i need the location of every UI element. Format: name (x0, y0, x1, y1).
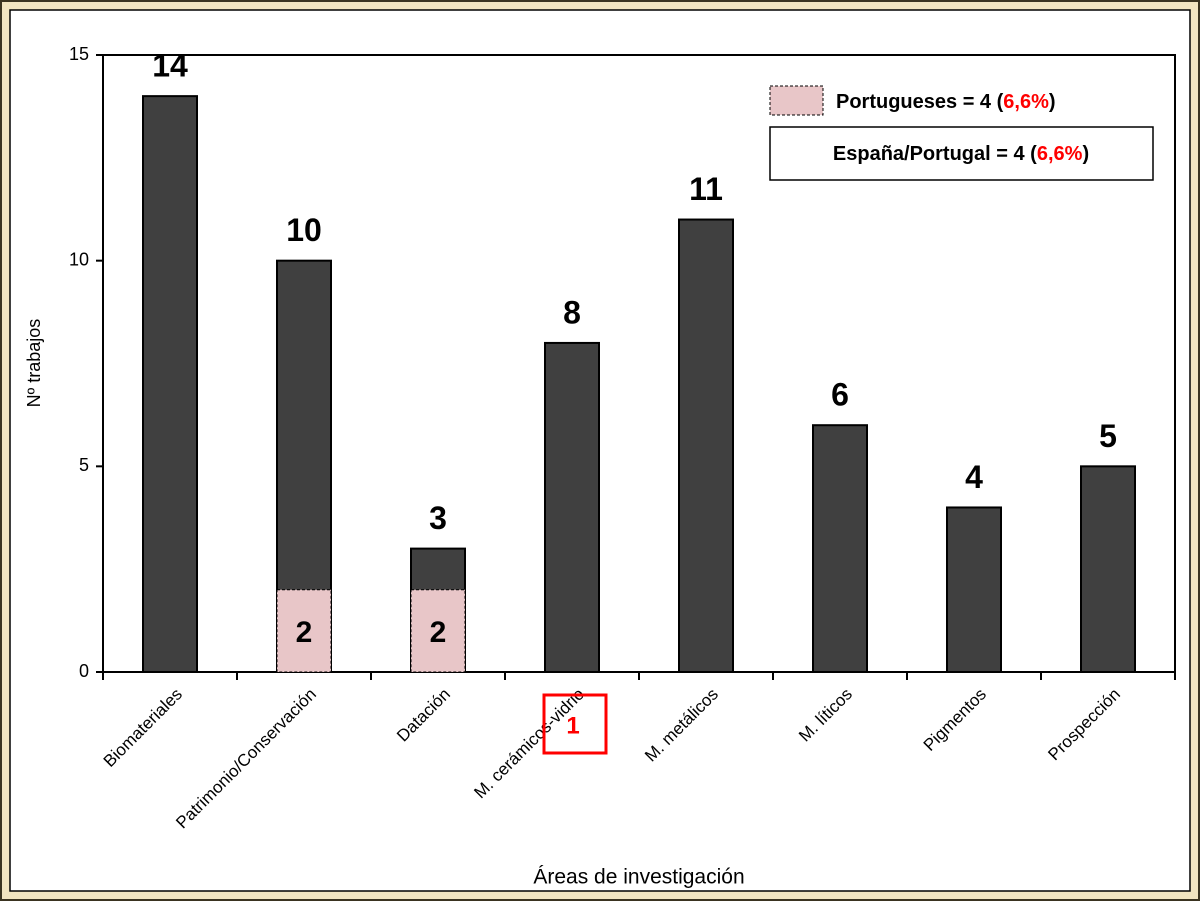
value-label: 6 (831, 377, 849, 413)
legend-text: Portugueses = 4 ( (836, 91, 1004, 113)
bar-overlay (410, 589, 466, 673)
annotation: 1 (566, 712, 579, 739)
overlay-value-label: 2 (296, 616, 313, 649)
legend-swatch (769, 85, 824, 116)
annotation-box (542, 693, 608, 755)
value-label: 8 (563, 294, 581, 330)
bar (946, 506, 1002, 674)
overlay-value-label: 2 (430, 616, 447, 649)
legend-text: ) (1049, 91, 1056, 113)
bar (678, 218, 734, 674)
legend-text: ) (1082, 143, 1089, 165)
legend-highlight: 6,6% (1003, 91, 1049, 113)
legend-highlight: 6,6% (1037, 143, 1083, 165)
x-axis-label: Áreas de investigación (533, 866, 744, 889)
value-label: 14 (152, 48, 188, 84)
value-label: 11 (689, 171, 723, 207)
value-label: 4 (965, 459, 983, 495)
value-label: 10 (286, 212, 322, 248)
value-label: 3 (429, 500, 447, 536)
bar (544, 341, 600, 673)
bar (1080, 465, 1136, 674)
bar-overlay (276, 589, 332, 673)
value-label: 5 (1099, 418, 1117, 454)
y-tick-label: 15 (69, 44, 89, 64)
y-tick-label: 5 (79, 455, 89, 475)
legend-entry: España/Portugal = 4 (6,6%) (833, 143, 1089, 165)
bar (812, 424, 868, 674)
legend-box (769, 126, 1154, 181)
legend-text: España/Portugal = 4 ( (833, 143, 1037, 165)
bar (142, 95, 198, 673)
legend-entry: Portugueses = 4 (6,6%) (836, 91, 1056, 113)
y-axis-label: Nº trabajos (24, 319, 44, 408)
y-tick-label: 0 (79, 661, 89, 681)
y-tick-label: 10 (69, 249, 89, 269)
